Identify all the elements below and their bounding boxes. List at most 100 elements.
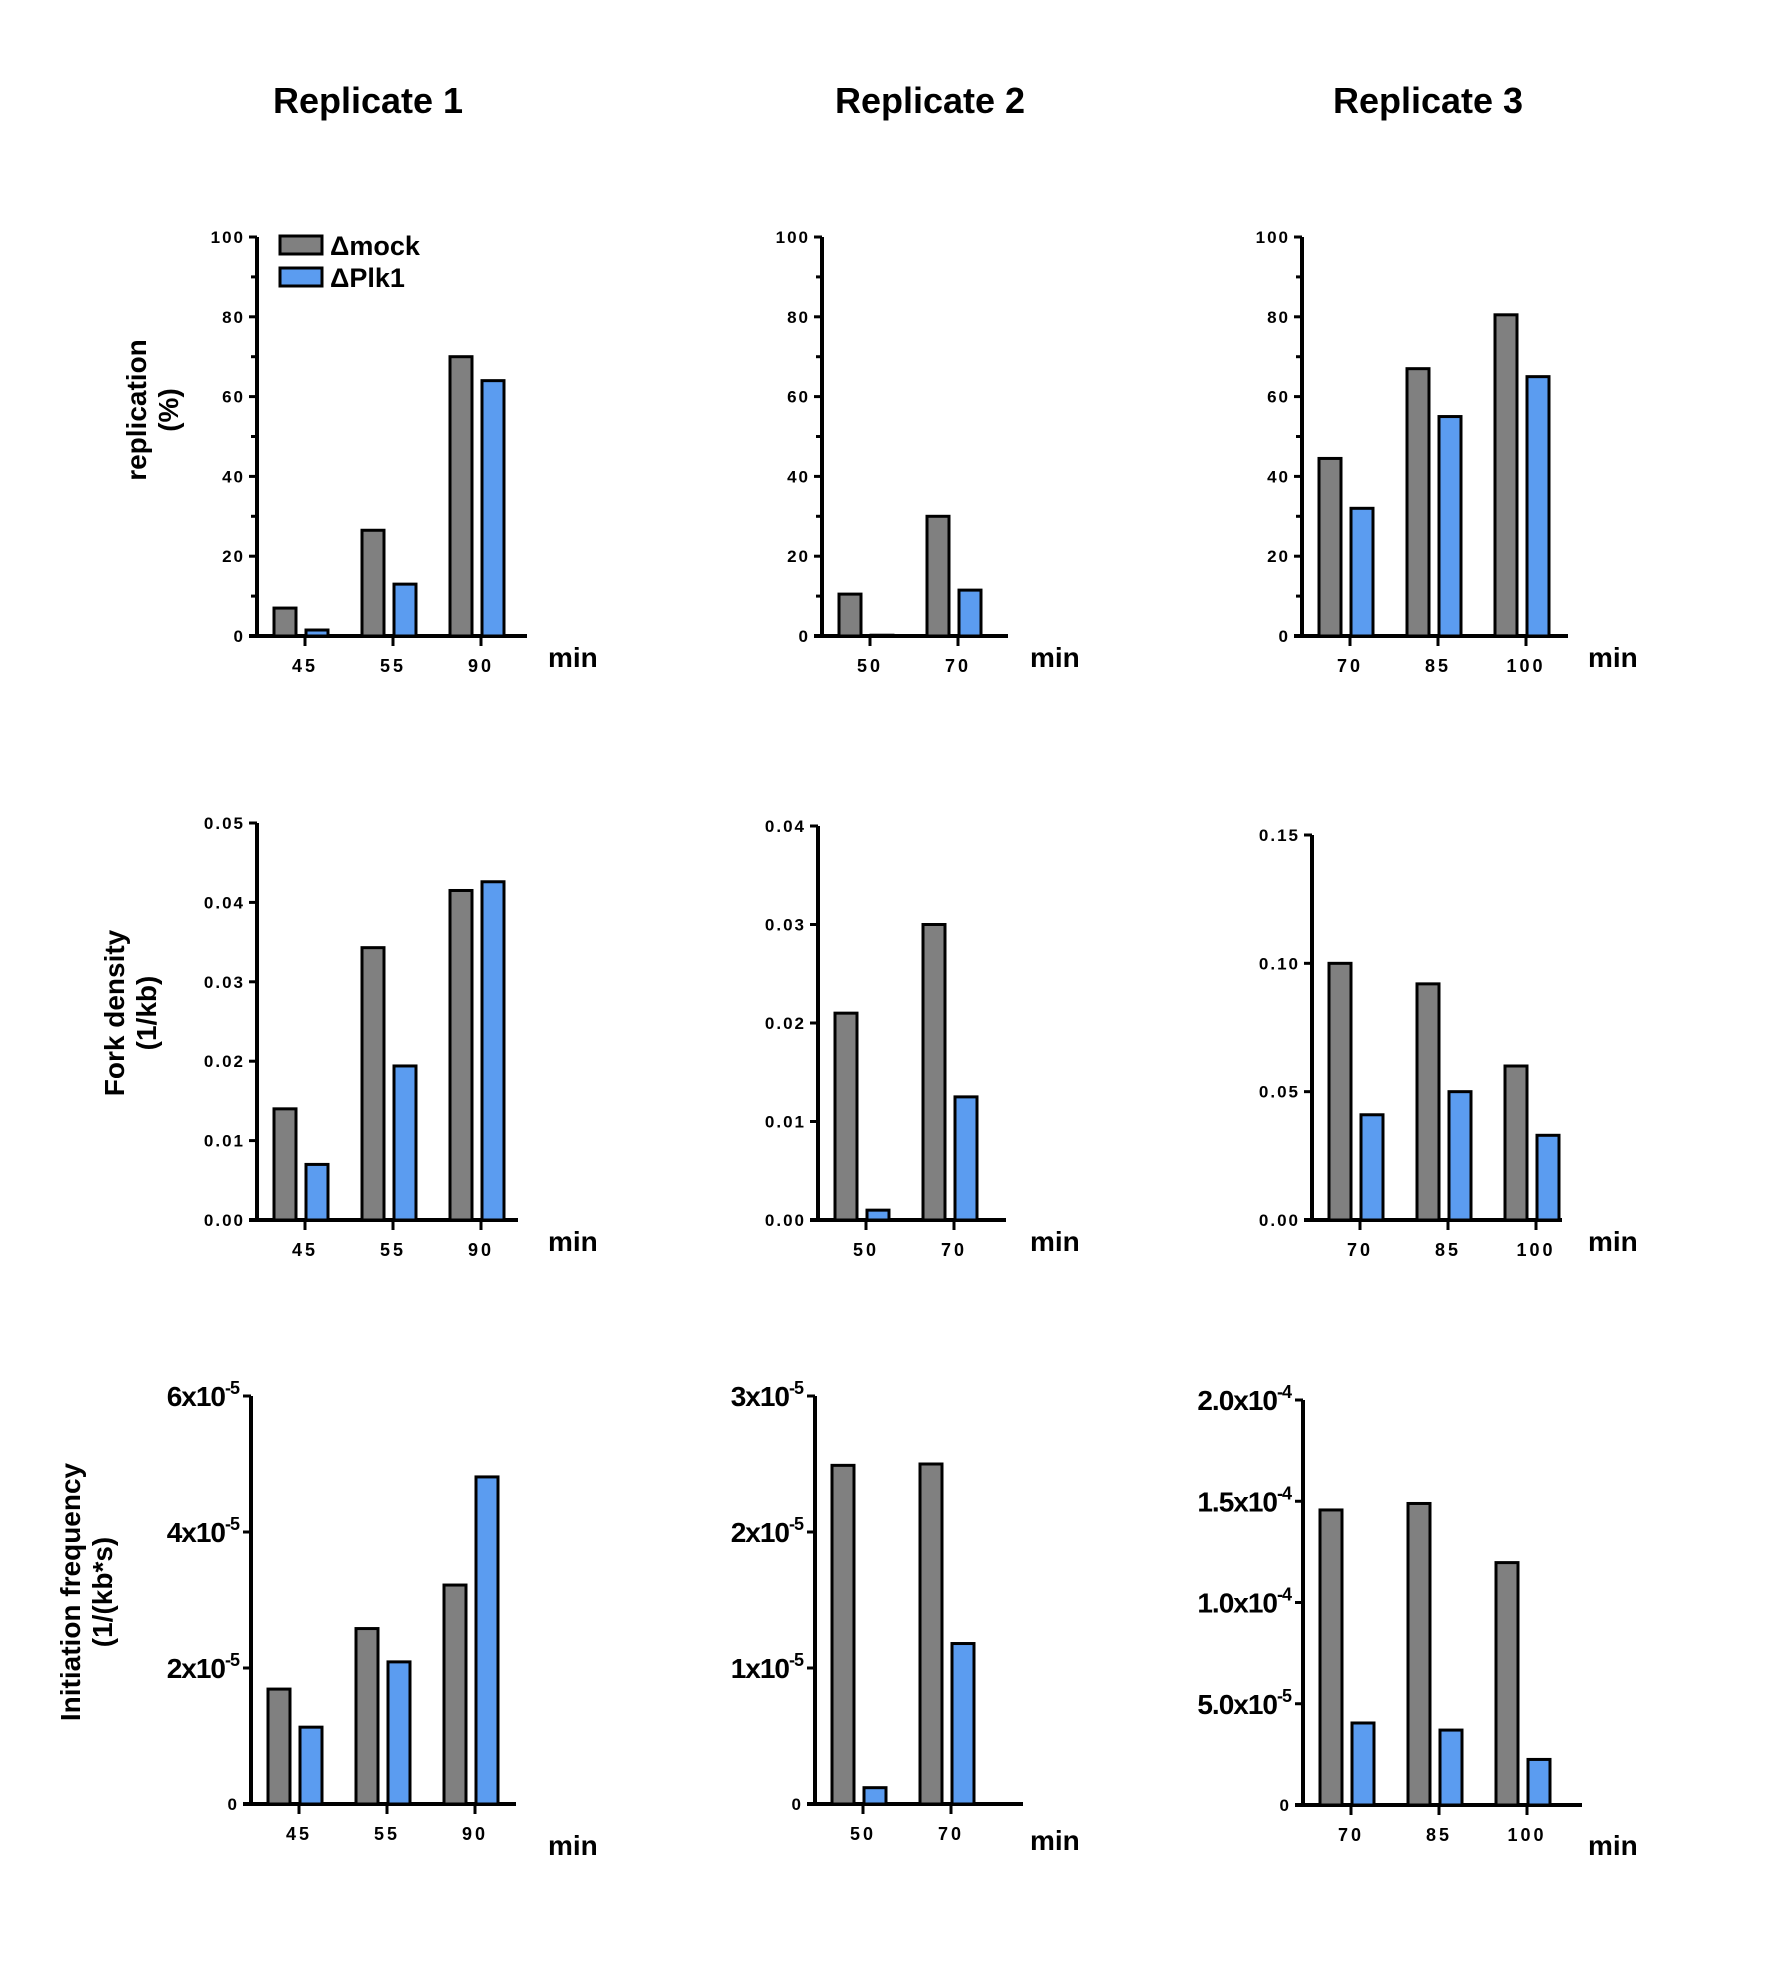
column-title-replicate-2: Replicate 2 — [834, 80, 1026, 121]
y-axis-label-line: (1/kb) — [131, 976, 162, 1051]
bar-mock — [830, 1463, 856, 1806]
y-tick-label: 0.02 — [204, 1052, 245, 1071]
bar-mock — [266, 1687, 292, 1806]
bar-mock — [1318, 1508, 1344, 1807]
chart-panel-r2-c3: 0.00 0.05 0.10 0.15 70 85 100 min — [1259, 826, 1638, 1260]
y-tick-label: 80 — [222, 308, 245, 327]
y-tick-exponent: -5 — [789, 1650, 804, 1670]
legend-swatch-mock — [278, 234, 324, 256]
x-tick-label: 100 — [1506, 656, 1545, 676]
y-tick-label: 0.02 — [765, 1014, 806, 1033]
x-axis-label: min — [548, 642, 598, 673]
bar-mock — [272, 1107, 298, 1222]
x-tick-label: 70 — [1337, 656, 1363, 676]
bar-plk1 — [950, 1642, 976, 1806]
y-axis-label-line: replication — [121, 339, 152, 481]
y-tick-label: 60 — [787, 388, 810, 407]
y-axis-label-line: Initiation frequency — [55, 1462, 86, 1721]
bar-plk1 — [392, 1064, 418, 1222]
bar-plk1 — [953, 1095, 979, 1222]
bar-mock — [1415, 982, 1441, 1222]
bar-plk1 — [957, 588, 983, 638]
x-axis-label: min — [1588, 1830, 1638, 1861]
bar-plk1 — [304, 628, 330, 638]
x-axis-label: min — [548, 1830, 598, 1861]
y-tick-label: 20 — [1267, 547, 1290, 566]
x-tick-label: 55 — [380, 1240, 406, 1260]
bar-mock — [1317, 456, 1343, 638]
y-tick-label: 100 — [776, 228, 810, 247]
x-tick-label: 85 — [1426, 1825, 1452, 1845]
y-tick-label: 0.10 — [1259, 954, 1300, 973]
bar-plk1 — [386, 1660, 412, 1806]
bar-plk1 — [298, 1725, 324, 1806]
bar-mock — [272, 606, 298, 638]
chart-panel-r3-c3: 0 5.0x10-5 1.0x10-4 1.5x10-4 2.0x10-4 70 85 100… — [1197, 1382, 1637, 1861]
chart-panel-r2-c2: 0.00 0.01 0.02 0.03 0.04 50 70 min — [765, 817, 1080, 1260]
bar-plk1 — [865, 1208, 891, 1222]
y-tick-label: 40 — [1267, 467, 1290, 486]
bar-mock — [1406, 1501, 1432, 1807]
y-tick-exponent: -5 — [225, 1514, 240, 1534]
bar-plk1 — [474, 1475, 500, 1806]
bar-plk1 — [1438, 1728, 1464, 1807]
x-tick-label: 85 — [1425, 656, 1451, 676]
x-tick-label: 90 — [468, 656, 494, 676]
y-tick-label: 0.00 — [204, 1211, 245, 1230]
y-tick-label: 0 — [799, 627, 810, 646]
y-tick-label: 0.03 — [765, 916, 806, 935]
bar-mock — [354, 1627, 380, 1806]
x-tick-label: 90 — [468, 1240, 494, 1260]
bar-mock — [448, 355, 474, 638]
bar-mock — [1503, 1064, 1529, 1222]
y-tick-label: 0.05 — [204, 814, 245, 833]
y-axis-label-line: Fork density — [99, 929, 130, 1096]
x-tick-label: 70 — [945, 656, 971, 676]
y-tick-exponent: -4 — [1277, 1585, 1292, 1605]
y-tick-label: 2x10-5 — [167, 1650, 240, 1684]
y-tick-label: 1.5x10-4 — [1197, 1483, 1292, 1517]
chart-panel-r1-c2: 0 20 40 60 80 100 50 70 min — [776, 228, 1080, 676]
y-tick-label: 0 — [1279, 627, 1290, 646]
bar-plk1 — [862, 1786, 888, 1806]
y-tick-label: 3x10-5 — [731, 1378, 804, 1412]
legend-swatch-plk1 — [278, 266, 324, 288]
bar-plk1 — [1526, 1757, 1552, 1807]
x-tick-label: 90 — [462, 1824, 488, 1844]
y-tick-label: 2x10-5 — [731, 1514, 804, 1548]
bar-plk1 — [1535, 1133, 1561, 1222]
x-tick-label: 70 — [938, 1824, 964, 1844]
y-tick-label: 0.15 — [1259, 826, 1300, 845]
y-tick-label: 80 — [787, 308, 810, 327]
y-tick-exponent: -5 — [1277, 1686, 1292, 1706]
y-tick-exponent: -5 — [225, 1378, 240, 1398]
y-tick-label: 0.03 — [204, 973, 245, 992]
x-tick-label: 70 — [941, 1240, 967, 1260]
y-tick-label: 60 — [222, 388, 245, 407]
bar-mock — [837, 592, 863, 638]
bar-mock — [918, 1462, 944, 1806]
bar-mock — [360, 528, 386, 638]
chart-panel-r2-c1: 0.00 0.01 0.02 0.03 0.04 0.05 45 55 90 min — [204, 814, 598, 1260]
column-title-replicate-1: Replicate 1 — [272, 80, 464, 121]
x-tick-label: 100 — [1516, 1240, 1555, 1260]
y-tick-label: 40 — [222, 467, 245, 486]
x-tick-label: 50 — [857, 656, 883, 676]
x-tick-label: 45 — [286, 1824, 312, 1844]
chart-panel-r3-c2: 0 1x10-5 2x10-5 3x10-5 50 70 min — [731, 1378, 1080, 1856]
bar-plk1 — [304, 1162, 330, 1222]
x-tick-label: 85 — [1435, 1240, 1461, 1260]
bar-mock — [448, 888, 474, 1222]
y-tick-label: 100 — [1256, 228, 1290, 247]
bar-plk1 — [869, 633, 895, 638]
y-tick-label: 4x10-5 — [167, 1514, 240, 1548]
legend-label-mock: Δmock — [330, 231, 421, 261]
x-tick-label: 55 — [374, 1824, 400, 1844]
x-tick-label: 50 — [853, 1240, 879, 1260]
y-tick-exponent: -4 — [1277, 1483, 1292, 1503]
bar-plk1 — [392, 582, 418, 638]
y-axis-label-row-3: Initiation frequency(1/(kb*s) — [55, 1462, 118, 1721]
x-axis-label: min — [1030, 1226, 1080, 1257]
y-axis-label-line: (1/(kb*s) — [87, 1537, 118, 1647]
